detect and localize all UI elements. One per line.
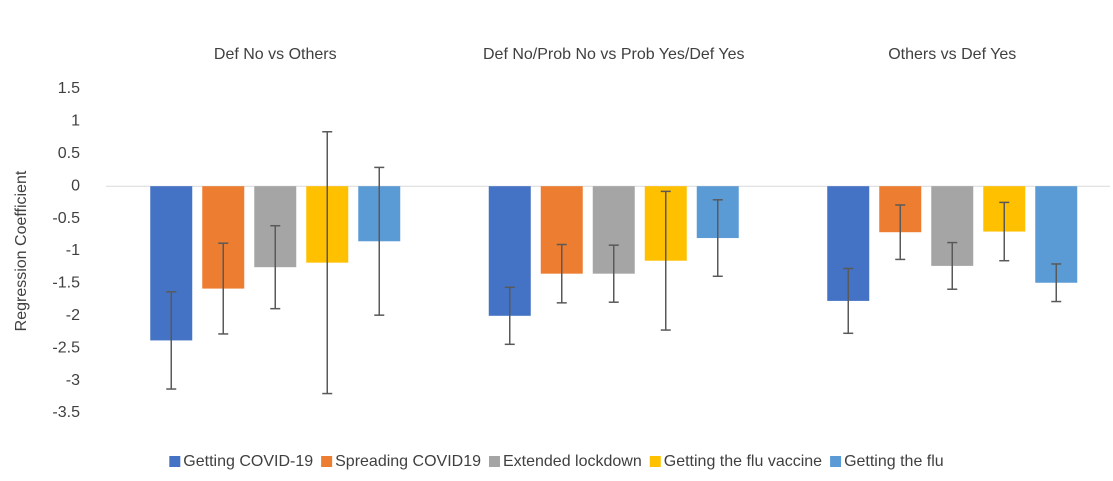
category-label: Def No vs Others [213,46,337,63]
category-label: Def No/Prob No vs Prob Yes/Def Yes [483,46,745,63]
legend-label: Getting the flu vaccine [664,453,822,470]
y-tick-label: -1.5 [52,275,80,292]
legend-swatch [321,456,333,467]
y-tick-label: 0 [71,177,80,194]
y-tick-label: -2.5 [52,339,80,356]
y-tick-label: -2 [66,307,80,324]
y-tick-label: 1 [71,113,80,130]
legend-swatch [830,456,842,467]
legend-label: Spreading COVID19 [335,453,481,470]
y-tick-label: -0.5 [52,210,80,227]
legend-label: Getting COVID-19 [183,453,313,470]
y-tick-label: -1 [66,242,80,259]
y-tick-label: -3 [66,372,80,389]
y-axis-label: Regression Coefficient [13,170,30,331]
y-tick-label: -3.5 [52,404,80,421]
y-tick-label: 1.5 [58,80,80,97]
y-tick-label: 0.5 [58,145,80,162]
legend-swatch [488,456,500,467]
legend-swatch [649,456,661,467]
legend-label: Getting the flu [844,453,944,470]
legend-label: Extended lockdown [503,453,642,470]
legend-swatch [169,456,181,467]
category-label: Others vs Def Yes [888,46,1017,63]
